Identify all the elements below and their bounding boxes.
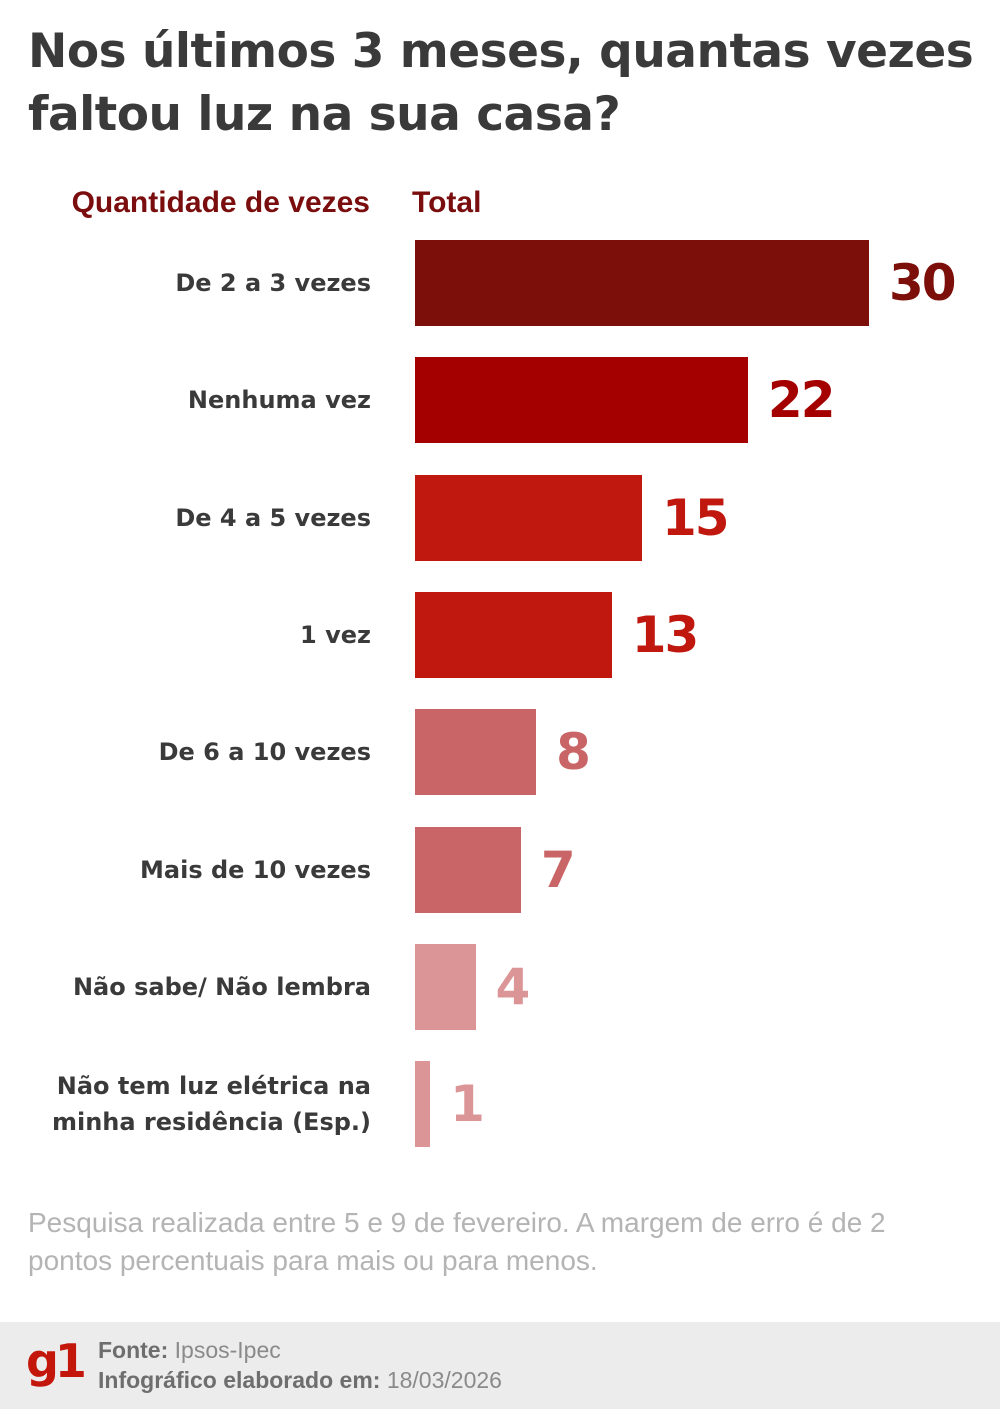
category-label: De 2 a 3 vezes bbox=[175, 269, 371, 297]
category-label: De 6 a 10 vezes bbox=[158, 738, 371, 767]
category-label: Não sabe/ Não lembra bbox=[72, 972, 371, 1001]
value-label: 22 bbox=[767, 371, 836, 430]
chart-row: 1 vez 13 bbox=[0, 591, 1000, 678]
category-label: Nenhuma vez bbox=[187, 386, 371, 415]
date-line: Infográfico elaborado em: 18/03/2026 bbox=[98, 1366, 502, 1394]
bar bbox=[415, 709, 537, 796]
value-label: 7 bbox=[540, 840, 576, 899]
category-label: De 4 a 5 vezes bbox=[175, 503, 371, 532]
footer: g1 Fonte: Ipsos-Ipec Infográfico elabora… bbox=[0, 1322, 1000, 1409]
value-label: 13 bbox=[631, 605, 700, 664]
category-column-header: Quantidade de vezes bbox=[71, 186, 370, 219]
chart-row: Não tem luz elétrica na minha residência… bbox=[0, 1061, 1000, 1148]
source-label: Fonte: bbox=[98, 1337, 169, 1363]
value-label: 4 bbox=[495, 957, 531, 1016]
bar bbox=[415, 357, 748, 444]
category-label: Não tem luz elétrica na minha residência… bbox=[51, 1072, 371, 1137]
chart-row: De 6 a 10 vezes 8 bbox=[0, 709, 1000, 796]
chart-row: De 2 a 3 vezes 30 bbox=[0, 240, 1000, 326]
value-label: 30 bbox=[889, 254, 957, 312]
methodology-note: Pesquisa realizada entre 5 e 9 de fevere… bbox=[28, 1207, 886, 1276]
bar bbox=[415, 591, 612, 678]
bar bbox=[415, 826, 521, 913]
source-line: Fonte: Ipsos-Ipec bbox=[98, 1336, 281, 1364]
chart-row: De 4 a 5 vezes 15 bbox=[0, 474, 1000, 561]
value-label: 1 bbox=[450, 1075, 485, 1134]
bar bbox=[415, 474, 642, 561]
chart-row: Nenhuma vez 22 bbox=[0, 357, 1000, 444]
date-value: 18/03/2026 bbox=[386, 1367, 502, 1393]
value-label: 15 bbox=[662, 488, 730, 547]
source-value: Ipsos-Ipec bbox=[174, 1337, 281, 1363]
chart-row: Não sabe/ Não lembra 4 bbox=[0, 943, 1000, 1030]
value-label: 8 bbox=[556, 723, 591, 782]
category-label: Mais de 10 vezes bbox=[140, 855, 371, 884]
chart-title: Nos últimos 3 meses, quantas vezes falto… bbox=[28, 24, 974, 142]
chart-row: Mais de 10 vezes 7 bbox=[0, 826, 1000, 913]
bar bbox=[415, 240, 869, 326]
date-label: Infográfico elaborado em: bbox=[98, 1367, 381, 1393]
category-label: 1 vez bbox=[300, 620, 371, 649]
g1-logo: g1 bbox=[26, 1334, 87, 1388]
bar bbox=[415, 1061, 431, 1148]
total-column-header: Total bbox=[412, 186, 482, 219]
bar bbox=[415, 943, 476, 1030]
